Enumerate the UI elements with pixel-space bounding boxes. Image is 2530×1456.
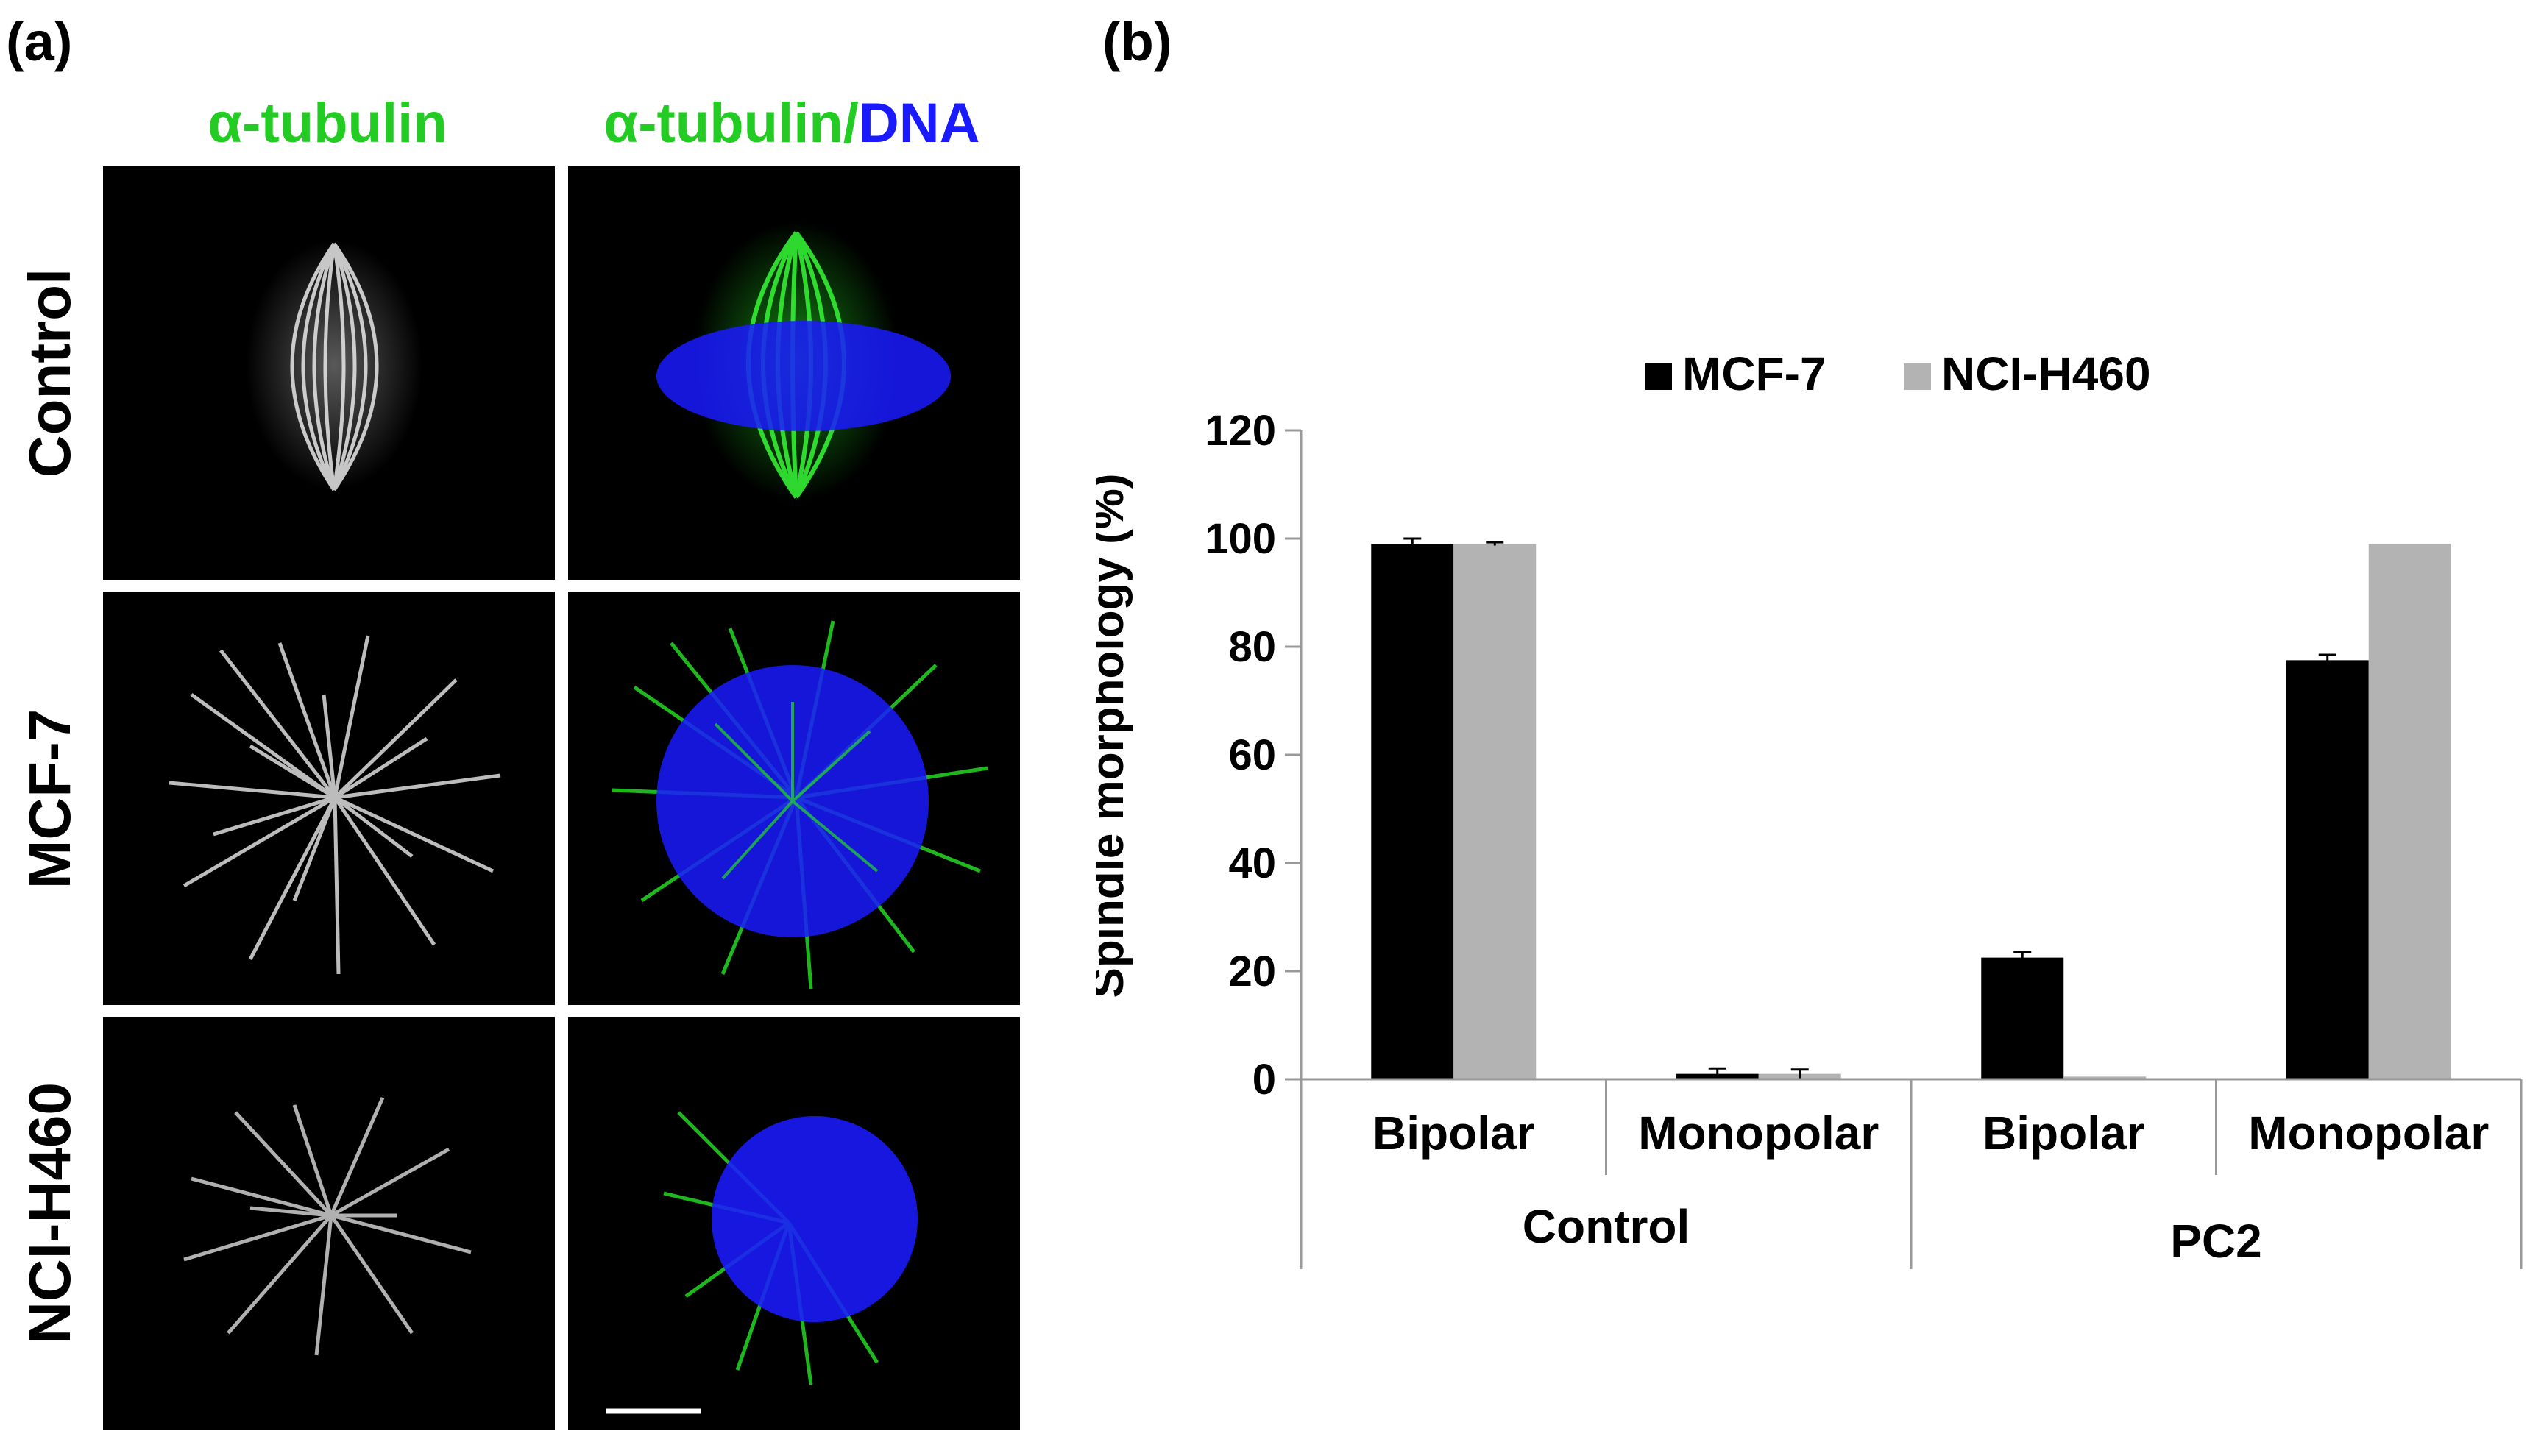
- merge-tubulin-label: α-tubulin: [603, 92, 843, 155]
- bar: [2368, 544, 2451, 1079]
- bar-chart: 0 20 40 60 80 100 120 Bipolar Monopolar Bipolar M…: [1096, 347, 2523, 1269]
- y-tick-label: 80: [1228, 623, 1276, 671]
- bar: [1453, 544, 1537, 1079]
- group-label: Control: [1523, 1200, 1690, 1253]
- bar: [2063, 1076, 2147, 1079]
- tubulin-label: α-tubulin: [208, 92, 447, 155]
- bars: [1371, 537, 2451, 1079]
- legend: MCF-7 NCI-H460: [1645, 347, 2151, 400]
- legend-swatch: [1904, 363, 1931, 390]
- micrograph-ncih460-tubulin: [103, 1017, 555, 1430]
- panel-b-label: (b): [1102, 11, 1172, 72]
- y-axis-title: Spindle morphology (%): [1096, 474, 1133, 998]
- bar: [1981, 957, 2064, 1079]
- x-tick-label: Monopolar: [2248, 1107, 2489, 1160]
- y-tick-label: 100: [1205, 515, 1276, 563]
- y-tick-label: 60: [1228, 731, 1276, 779]
- y-tick-label: 40: [1228, 839, 1276, 887]
- micrograph-control-tubulin: [103, 166, 555, 580]
- micrograph-mcf7-tubulin: [103, 592, 555, 1005]
- micrograph-mcf7-merge: [568, 592, 1020, 1005]
- x-tick-label: Bipolar: [1372, 1107, 1534, 1160]
- column-header-merge: α-tubulin/DNA: [564, 91, 1020, 155]
- column-header-tubulin: α-tubulin: [103, 91, 552, 155]
- row-label-control: Control: [17, 268, 82, 478]
- merge-dna-label: DNA: [858, 92, 980, 155]
- legend-swatch: [1645, 363, 1672, 390]
- bar: [1371, 544, 1454, 1079]
- merge-slash: /: [843, 92, 859, 155]
- row-label-mcf7: MCF-7: [17, 709, 82, 889]
- micrograph-control-merge: [568, 166, 1020, 580]
- row-label-ncih460: NCI-H460: [17, 1082, 82, 1344]
- panel-a-label: (a): [6, 11, 73, 72]
- x-tick-label: Monopolar: [1638, 1107, 1879, 1160]
- micrograph-ncih460-merge: [568, 1017, 1020, 1430]
- y-tick-label: 20: [1228, 948, 1276, 995]
- x-tick-label: Bipolar: [1982, 1107, 2144, 1160]
- bar: [2286, 660, 2369, 1079]
- y-tick-label: 120: [1205, 407, 1276, 455]
- group-label: PC2: [2170, 1215, 2262, 1268]
- y-axis: 0 20 40 60 80 100 120: [1205, 407, 1303, 1104]
- y-tick-label: 0: [1252, 1056, 1276, 1104]
- legend-label: MCF-7: [1682, 347, 1826, 400]
- legend-label: NCI-H460: [1941, 347, 2151, 400]
- x-axis: Bipolar Monopolar Bipolar Monopolar Control P…: [1300, 1078, 2523, 1269]
